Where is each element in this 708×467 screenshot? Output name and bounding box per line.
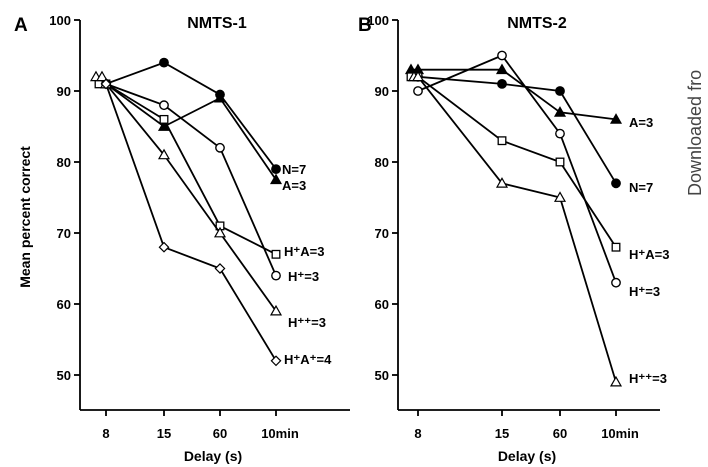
series-line xyxy=(411,75,617,248)
series-label: A=3 xyxy=(629,115,653,130)
panel-letter: A xyxy=(14,15,28,36)
panel-letter: B xyxy=(358,15,372,36)
x-tick-label-60: 60 xyxy=(213,426,227,441)
x-axis-label: Delay (s) xyxy=(184,448,242,464)
data-point-60 xyxy=(555,157,565,167)
data-point-15 xyxy=(158,241,170,253)
data-point-8 xyxy=(100,78,112,90)
series-hplusa-3: H⁺A=3 xyxy=(406,72,669,262)
side-note: Downloaded fro xyxy=(683,0,708,200)
x-tick-label-15: 15 xyxy=(495,426,509,441)
x-axis-label: Delay (s) xyxy=(498,448,556,464)
series-a-3: A=3 xyxy=(404,63,653,130)
panel-a: 50 60 70 80 90 100 8 15 60 10min A NMTS-1 Delay (s) M… xyxy=(14,13,350,464)
panel-b: 50 60 70 80 90 100 8 15 60 10min B NMTS-2 Delay (s) A… xyxy=(358,13,669,464)
y-tick-label-80: 80 xyxy=(57,155,71,170)
side-note-text: Downloaded fro xyxy=(685,69,705,196)
x-tick-label-60: 60 xyxy=(553,426,567,441)
series-line xyxy=(414,75,617,383)
data-point-10min xyxy=(609,375,623,387)
data-point-10min xyxy=(270,355,282,367)
data-point-15 xyxy=(497,136,507,146)
data-point-10min xyxy=(269,304,283,316)
series-hplusaplus-4: H⁺A⁺=4 xyxy=(100,78,332,367)
data-point-15 xyxy=(159,100,169,111)
chart-title: NMTS-2 xyxy=(507,15,567,32)
series-label: H⁺=3 xyxy=(288,269,319,284)
series-hplusplus-3: H⁺⁺=3 xyxy=(407,70,667,387)
series-label: H⁺A=3 xyxy=(629,247,669,262)
data-point-15 xyxy=(497,79,507,89)
data-point-60 xyxy=(553,191,567,202)
data-point-10min xyxy=(269,173,283,185)
series-line xyxy=(105,83,277,362)
data-point-7-8 xyxy=(95,70,109,82)
series-hplus-3: H⁺=3 xyxy=(413,50,660,299)
data-point-10min xyxy=(271,270,281,281)
series-label: H⁺A⁺=4 xyxy=(284,352,332,367)
series-label: H⁺=3 xyxy=(629,284,660,299)
data-point-60 xyxy=(213,91,227,103)
y-tick-label-90: 90 xyxy=(375,84,389,99)
data-point-60 xyxy=(215,142,225,153)
data-point-8 xyxy=(413,86,423,96)
data-point-10min xyxy=(611,242,621,252)
data-point-60 xyxy=(555,128,565,139)
series-line xyxy=(96,75,277,312)
series-label: N=7 xyxy=(629,180,653,195)
y-tick-label-50: 50 xyxy=(375,368,389,383)
x-tick-label-10min: 10min xyxy=(601,426,639,441)
series-label: H⁺⁺=3 xyxy=(288,315,326,330)
data-point-60 xyxy=(214,263,226,274)
series-line xyxy=(105,83,277,276)
data-point-15 xyxy=(159,114,169,124)
series-label: A=3 xyxy=(282,178,306,193)
data-point-15 xyxy=(495,63,509,75)
series-line xyxy=(105,83,277,181)
data-point-15 xyxy=(157,148,171,160)
y-tick-label-100: 100 xyxy=(367,13,389,28)
y-tick-label-70: 70 xyxy=(375,226,389,241)
data-point-60 xyxy=(213,226,227,238)
data-point-10min xyxy=(611,178,621,189)
data-point-10min xyxy=(271,164,281,175)
x-tick-label-15: 15 xyxy=(157,426,171,441)
series-label: H⁺A=3 xyxy=(284,244,324,259)
data-point-15 xyxy=(497,50,507,61)
data-point-10min xyxy=(611,277,621,288)
data-point-8 xyxy=(411,70,425,82)
chart-title: NMTS-1 xyxy=(187,15,247,32)
series-line xyxy=(417,75,617,184)
y-tick-label-100: 100 xyxy=(49,13,71,28)
data-point-15 xyxy=(159,57,169,68)
data-point-15 xyxy=(495,177,509,188)
series-line xyxy=(417,54,617,284)
x-tick-label-10min: 10min xyxy=(261,426,299,441)
y-tick-label-60: 60 xyxy=(375,297,389,312)
series-label: H⁺⁺=3 xyxy=(629,371,667,386)
y-axis-label: Mean percent correct xyxy=(17,146,33,288)
data-point-10min xyxy=(271,249,281,259)
series-hplusplus-3: H⁺⁺=3 xyxy=(89,70,326,330)
y-tick-label-90: 90 xyxy=(57,84,71,99)
data-point-10min xyxy=(609,113,623,124)
x-tick-label-8: 8 xyxy=(102,426,109,441)
data-point-60 xyxy=(553,106,567,117)
series-label: N=7 xyxy=(282,162,306,177)
y-tick-label-50: 50 xyxy=(57,368,71,383)
y-tick-label-80: 80 xyxy=(375,155,389,170)
data-point-60 xyxy=(555,86,565,96)
y-tick-label-70: 70 xyxy=(57,226,71,241)
series-line xyxy=(105,61,277,170)
x-tick-label-8: 8 xyxy=(414,426,421,441)
y-tick-label-60: 60 xyxy=(57,297,71,312)
series-n-7: N=7 xyxy=(413,71,653,195)
series-line xyxy=(99,83,277,256)
